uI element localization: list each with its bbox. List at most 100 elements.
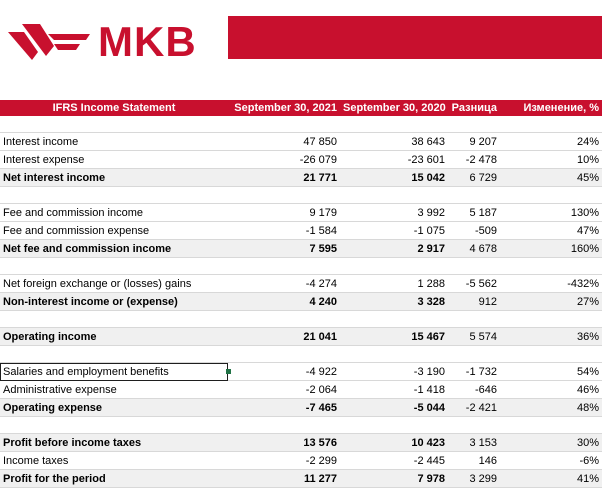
mkb-logo-text: MKB [98, 18, 197, 65]
cell-change[interactable]: 10% [500, 150, 602, 169]
cell-2020[interactable]: 38 643 [340, 132, 448, 151]
cell-change[interactable]: -432% [500, 274, 602, 293]
cell-difference[interactable]: -5 562 [448, 274, 500, 293]
cell-change[interactable]: 41% [500, 469, 602, 488]
table-row-net-fee-income: Net fee and commission income 7 595 2 91… [0, 239, 602, 258]
cell-difference[interactable]: 146 [448, 451, 500, 470]
cell-change[interactable]: 54% [500, 362, 602, 381]
cell-difference[interactable]: -1 732 [448, 362, 500, 381]
table-row-interest-income: Interest income 47 850 38 643 9 207 24% [0, 132, 602, 151]
cell-2020[interactable]: 1 288 [340, 274, 448, 293]
cell-change[interactable]: 30% [500, 433, 602, 452]
cell-change[interactable]: 47% [500, 221, 602, 240]
cell-2020[interactable]: 7 978 [340, 469, 448, 488]
row-label[interactable]: Fee and commission expense [0, 221, 228, 240]
row-label-selected-cell[interactable]: Salaries and employment benefits [0, 362, 228, 381]
cell-change[interactable]: 36% [500, 327, 602, 346]
cell-change[interactable]: 45% [500, 168, 602, 187]
row-label[interactable]: Profit before income taxes [0, 433, 228, 452]
table-row-salaries: Salaries and employment benefits -4 922 … [0, 362, 602, 381]
cell-2021[interactable]: -7 465 [228, 398, 340, 417]
row-label[interactable]: Profit for the period [0, 469, 228, 488]
table-row-operating-expense: Operating expense -7 465 -5 044 -2 421 4… [0, 398, 602, 417]
cell-2020[interactable]: 15 467 [340, 327, 448, 346]
cell-difference[interactable]: -2 478 [448, 150, 500, 169]
cell-change[interactable]: 46% [500, 380, 602, 399]
cell-change[interactable]: 48% [500, 398, 602, 417]
cell-2021[interactable]: 4 240 [228, 292, 340, 311]
cell-change[interactable]: 160% [500, 239, 602, 258]
cell-difference[interactable]: 5 187 [448, 203, 500, 222]
cell-difference[interactable]: 912 [448, 292, 500, 311]
row-label[interactable]: Operating income [0, 327, 228, 346]
income-statement-table: IFRS Income Statement September 30, 2021… [0, 100, 602, 488]
cell-2021[interactable]: -2 299 [228, 451, 340, 470]
spacer-row [0, 310, 602, 328]
table-header-row: IFRS Income Statement September 30, 2021… [0, 100, 602, 116]
cell-2020[interactable]: -23 601 [340, 150, 448, 169]
cell-difference[interactable]: 3 299 [448, 469, 500, 488]
header-change-pct: Изменение, % [500, 100, 602, 116]
cell-2021[interactable]: 11 277 [228, 469, 340, 488]
row-label[interactable]: Operating expense [0, 398, 228, 417]
table-row-admin-expense: Administrative expense -2 064 -1 418 -64… [0, 380, 602, 399]
spacer-row [0, 186, 602, 204]
spacer-row [0, 257, 602, 275]
row-label[interactable]: Net interest income [0, 168, 228, 187]
cell-2021[interactable]: 9 179 [228, 203, 340, 222]
header-difference: Разница [448, 100, 500, 116]
cell-2020[interactable]: -1 418 [340, 380, 448, 399]
cell-2020[interactable]: -1 075 [340, 221, 448, 240]
cell-change[interactable]: -6% [500, 451, 602, 470]
cell-difference[interactable]: 5 574 [448, 327, 500, 346]
table-row-fx-gains: Net foreign exchange or (losses) gains -… [0, 274, 602, 293]
row-label[interactable]: Income taxes [0, 451, 228, 470]
header-label: IFRS Income Statement [0, 100, 228, 116]
cell-difference[interactable]: 4 678 [448, 239, 500, 258]
cell-change[interactable]: 130% [500, 203, 602, 222]
row-label[interactable]: Administrative expense [0, 380, 228, 399]
cell-difference[interactable]: -2 421 [448, 398, 500, 417]
table-row-fee-expense: Fee and commission expense -1 584 -1 075… [0, 221, 602, 240]
cell-2020[interactable]: 10 423 [340, 433, 448, 452]
cell-2020[interactable]: -2 445 [340, 451, 448, 470]
cell-2021[interactable]: -4 274 [228, 274, 340, 293]
cell-2021[interactable]: 21 771 [228, 168, 340, 187]
cell-2021[interactable]: 47 850 [228, 132, 340, 151]
cell-2021[interactable]: -2 064 [228, 380, 340, 399]
spacer-row [0, 416, 602, 434]
row-label[interactable]: Interest expense [0, 150, 228, 169]
table-row-interest-expense: Interest expense -26 079 -23 601 -2 478 … [0, 150, 602, 169]
cell-2020[interactable]: 3 328 [340, 292, 448, 311]
cell-difference[interactable]: 9 207 [448, 132, 500, 151]
selection-fill-handle[interactable] [226, 369, 231, 374]
table-row-operating-income: Operating income 21 041 15 467 5 574 36% [0, 327, 602, 346]
spacer-row [0, 116, 602, 133]
cell-2020[interactable]: 15 042 [340, 168, 448, 187]
cell-2021[interactable]: 7 595 [228, 239, 340, 258]
spacer-row [0, 345, 602, 363]
cell-difference[interactable]: -509 [448, 221, 500, 240]
cell-difference[interactable]: -646 [448, 380, 500, 399]
header-banner [228, 16, 602, 59]
cell-change[interactable]: 27% [500, 292, 602, 311]
row-label[interactable]: Interest income [0, 132, 228, 151]
row-label[interactable]: Non-interest income or (expense) [0, 292, 228, 311]
cell-2021[interactable]: 21 041 [228, 327, 340, 346]
cell-2021[interactable]: -26 079 [228, 150, 340, 169]
cell-2021[interactable]: -4 922 [228, 362, 340, 381]
table-row-fee-income: Fee and commission income 9 179 3 992 5 … [0, 203, 602, 222]
table-row-profit-period: Profit for the period 11 277 7 978 3 299… [0, 469, 602, 488]
cell-2020[interactable]: 2 917 [340, 239, 448, 258]
row-label[interactable]: Net fee and commission income [0, 239, 228, 258]
row-label[interactable]: Fee and commission income [0, 203, 228, 222]
cell-2020[interactable]: -5 044 [340, 398, 448, 417]
cell-2020[interactable]: -3 190 [340, 362, 448, 381]
cell-change[interactable]: 24% [500, 132, 602, 151]
cell-2021[interactable]: -1 584 [228, 221, 340, 240]
cell-2021[interactable]: 13 576 [228, 433, 340, 452]
cell-difference[interactable]: 6 729 [448, 168, 500, 187]
cell-difference[interactable]: 3 153 [448, 433, 500, 452]
cell-2020[interactable]: 3 992 [340, 203, 448, 222]
row-label[interactable]: Net foreign exchange or (losses) gains [0, 274, 228, 293]
